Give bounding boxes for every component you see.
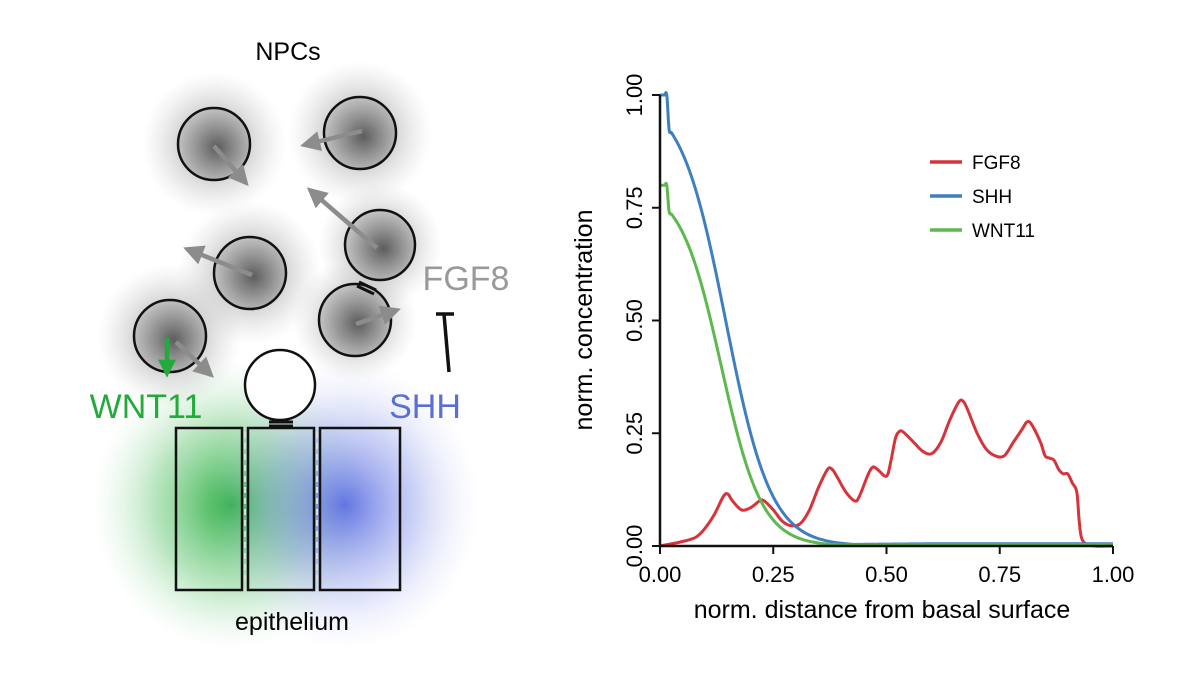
migration-arrow [306,187,379,250]
npc-cell [343,208,417,282]
shh-label: SHH [389,388,461,426]
x-axis-label: norm. distance from basal surface [694,596,1071,624]
cell-junction [358,280,377,292]
concentration-chart: 0.00 0.25 0.50 0.75 1.00 0.00 0.25 0.50 0.75 1.0… [570,74,1134,624]
x-tick-label: 0.50 [865,562,908,587]
x-tick-label: 0.00 [639,562,682,587]
x-tick-label: 0.25 [752,562,795,587]
epithelium-cell [246,426,316,592]
legend-label-wnt11: WNT11 [972,221,1035,242]
y-tick-label: 0.00 [622,525,647,568]
chart-lines [659,90,1114,548]
y-tick-label: 0.25 [622,412,647,455]
attached-cell [243,348,317,422]
y-tick-label: 1.00 [622,74,647,117]
wnt11-label: WNT11 [90,388,203,426]
legend: FGF8 SHH WNT11 [930,153,1035,242]
npcs-label: NPCs [255,38,320,66]
npc-cell [317,282,393,358]
epithelium-cell [318,426,402,592]
y-tick-label: 0.50 [622,299,647,342]
migration-arrow [174,340,214,378]
y-tick-label: 0.75 [622,186,647,229]
npc-diagram: NPCs FGF8 WNT11 SHH epithelium [90,38,510,650]
migration-arrow [212,144,249,187]
npc-cell [176,106,252,182]
legend-label-shh: SHH [972,187,1012,208]
fgf8-label: FGF8 [423,260,510,298]
x-tick-label: 1.00 [1092,562,1135,587]
migration-arrow [300,128,363,152]
x-tick-label: 0.75 [978,562,1021,587]
y-ticks: 0.00 0.25 0.50 0.75 1.00 [622,74,660,568]
series-line-wnt11 [660,181,1113,547]
x-ticks: 0.00 0.25 0.50 0.75 1.00 [639,546,1135,587]
epithelium-cell [174,426,244,592]
migration-arrow [355,305,401,327]
series-line-fgf8 [659,398,1114,548]
y-axis-label: norm. concentration [570,210,598,431]
cell-junction [356,284,375,296]
shh-gradient-glow [210,360,480,650]
inhibition-stem [442,313,451,373]
legend-label-fgf8: FGF8 [972,153,1021,174]
migration-arrow [183,245,253,278]
epithelium-label: epithelium [235,608,349,636]
